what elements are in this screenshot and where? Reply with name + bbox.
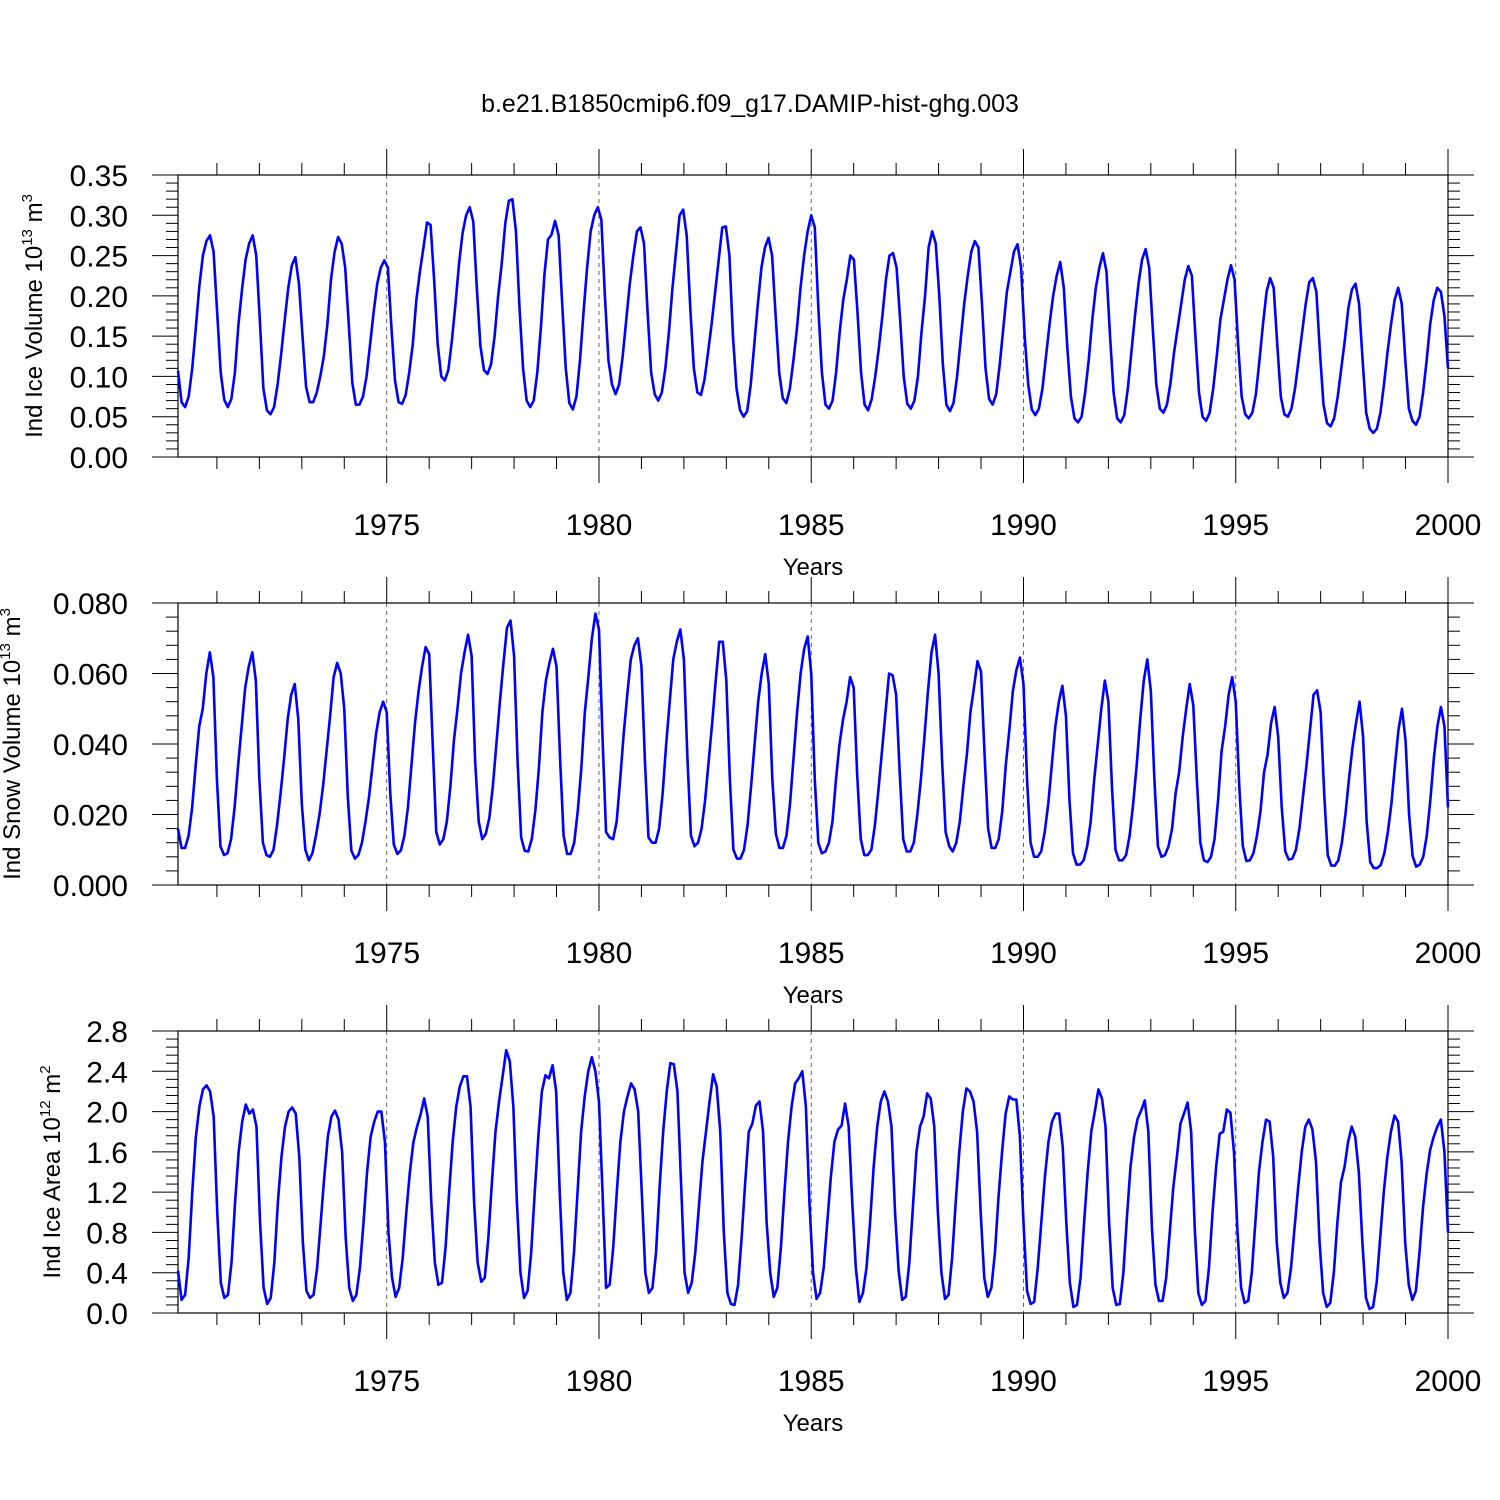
y-axis-label-exponent: 13 (0, 643, 14, 660)
y-axis-label-unit: m (21, 202, 48, 229)
x-tick-label: 1980 (566, 1365, 633, 1398)
y-tick-label: 0.30 (70, 200, 128, 233)
y-tick-label: 0.15 (70, 321, 128, 354)
y-tick-label: 0.080 (53, 588, 128, 621)
panel-snow-volume: 0.000 0.020 0.040 0.060 0.080 1975 1980 1985 199… (0, 577, 1481, 1009)
y-axis-label-exponent: 12 (37, 1100, 54, 1117)
x-axis-label: Years (783, 982, 844, 1009)
x-tick-label: 2000 (1415, 937, 1482, 970)
x-tick-label: 1985 (778, 1365, 845, 1398)
plot-frame (177, 174, 1449, 458)
y-tick-label: 0.25 (70, 241, 128, 274)
series-line-ice-volume (176, 197, 1450, 435)
y-tick-label: 0.20 (70, 281, 128, 314)
x-tick-label: 1995 (1202, 509, 1269, 542)
x-tick-label: 1985 (778, 937, 845, 970)
y-axis-label-unit-exponent: 2 (37, 1065, 54, 1073)
y-axis-label-main: Ind Snow Volume 10 (0, 660, 26, 880)
plot-frame (177, 1030, 1449, 1314)
x-tick-label: 1985 (778, 509, 845, 542)
x-tick-label: 2000 (1415, 509, 1482, 542)
x-tick-label: 1975 (353, 937, 420, 970)
y-axis-label-main: Ind Ice Volume 10 (21, 246, 48, 438)
y-tick-label: 0.35 (70, 160, 128, 193)
y-axis-label-main: Ind Ice Area 10 (39, 1117, 66, 1278)
y-axis-label-unit: m (39, 1074, 66, 1101)
y-axis-label: Ind Ice Volume 1013 m3 (19, 194, 48, 438)
y-tick-label: 0.8 (86, 1217, 128, 1250)
y-tick-label: 0.0 (86, 1298, 128, 1331)
y-tick-label: 0.00 (70, 442, 128, 475)
y-tick-label: 0.05 (70, 402, 128, 435)
panel-ice-area: 0.0 0.4 0.8 1.2 1.6 2.0 2.4 2.8 1975 1980 1985 1990… (37, 1005, 1481, 1437)
y-tick-label: 0.040 (53, 729, 128, 762)
y-tick-label: 1.2 (86, 1177, 128, 1210)
y-axis-label: Ind Ice Area 1012 m2 (37, 1065, 66, 1278)
y-tick-label: 0.10 (70, 361, 128, 394)
y-tick-label: 0.020 (53, 800, 128, 833)
y-axis-label: Ind Snow Volume 1013 m3 (0, 608, 26, 880)
x-tick-label: 1975 (353, 1365, 420, 1398)
y-axis-label-unit-exponent: 3 (0, 608, 14, 616)
x-tick-label: 1990 (990, 937, 1057, 970)
y-tick-label: 2.0 (86, 1097, 128, 1130)
x-tick-label: 1975 (353, 509, 420, 542)
panel-ice-volume: 0.00 0.05 0.10 0.15 0.20 0.25 0.30 0.35 1975 1980… (19, 149, 1481, 581)
y-tick-label: 0.060 (53, 659, 128, 692)
y-tick-label: 0.000 (53, 870, 128, 903)
x-tick-label: 1980 (566, 509, 633, 542)
x-tick-label: 1990 (990, 1365, 1057, 1398)
y-tick-label: 1.6 (86, 1137, 128, 1170)
x-tick-label: 1995 (1202, 937, 1269, 970)
y-axis-label-exponent: 13 (19, 229, 36, 246)
x-tick-label: 2000 (1415, 1365, 1482, 1398)
x-tick-label: 1990 (990, 509, 1057, 542)
y-axis-label-unit-exponent: 3 (19, 194, 36, 202)
y-tick-label: 0.4 (86, 1258, 128, 1291)
y-axis-label-unit: m (0, 616, 26, 643)
y-tick-label: 2.4 (86, 1056, 128, 1089)
chart-title: b.e21.B1850cmip6.f09_g17.DAMIP-hist-ghg.… (481, 90, 1019, 118)
x-axis-label: Years (783, 554, 844, 581)
series-line-snow-volume (176, 612, 1450, 870)
series-line-ice-area (176, 1048, 1450, 1311)
x-tick-label: 1980 (566, 937, 633, 970)
x-tick-label: 1995 (1202, 1365, 1269, 1398)
y-tick-label: 2.8 (86, 1016, 128, 1049)
x-axis-label: Years (783, 1410, 844, 1437)
